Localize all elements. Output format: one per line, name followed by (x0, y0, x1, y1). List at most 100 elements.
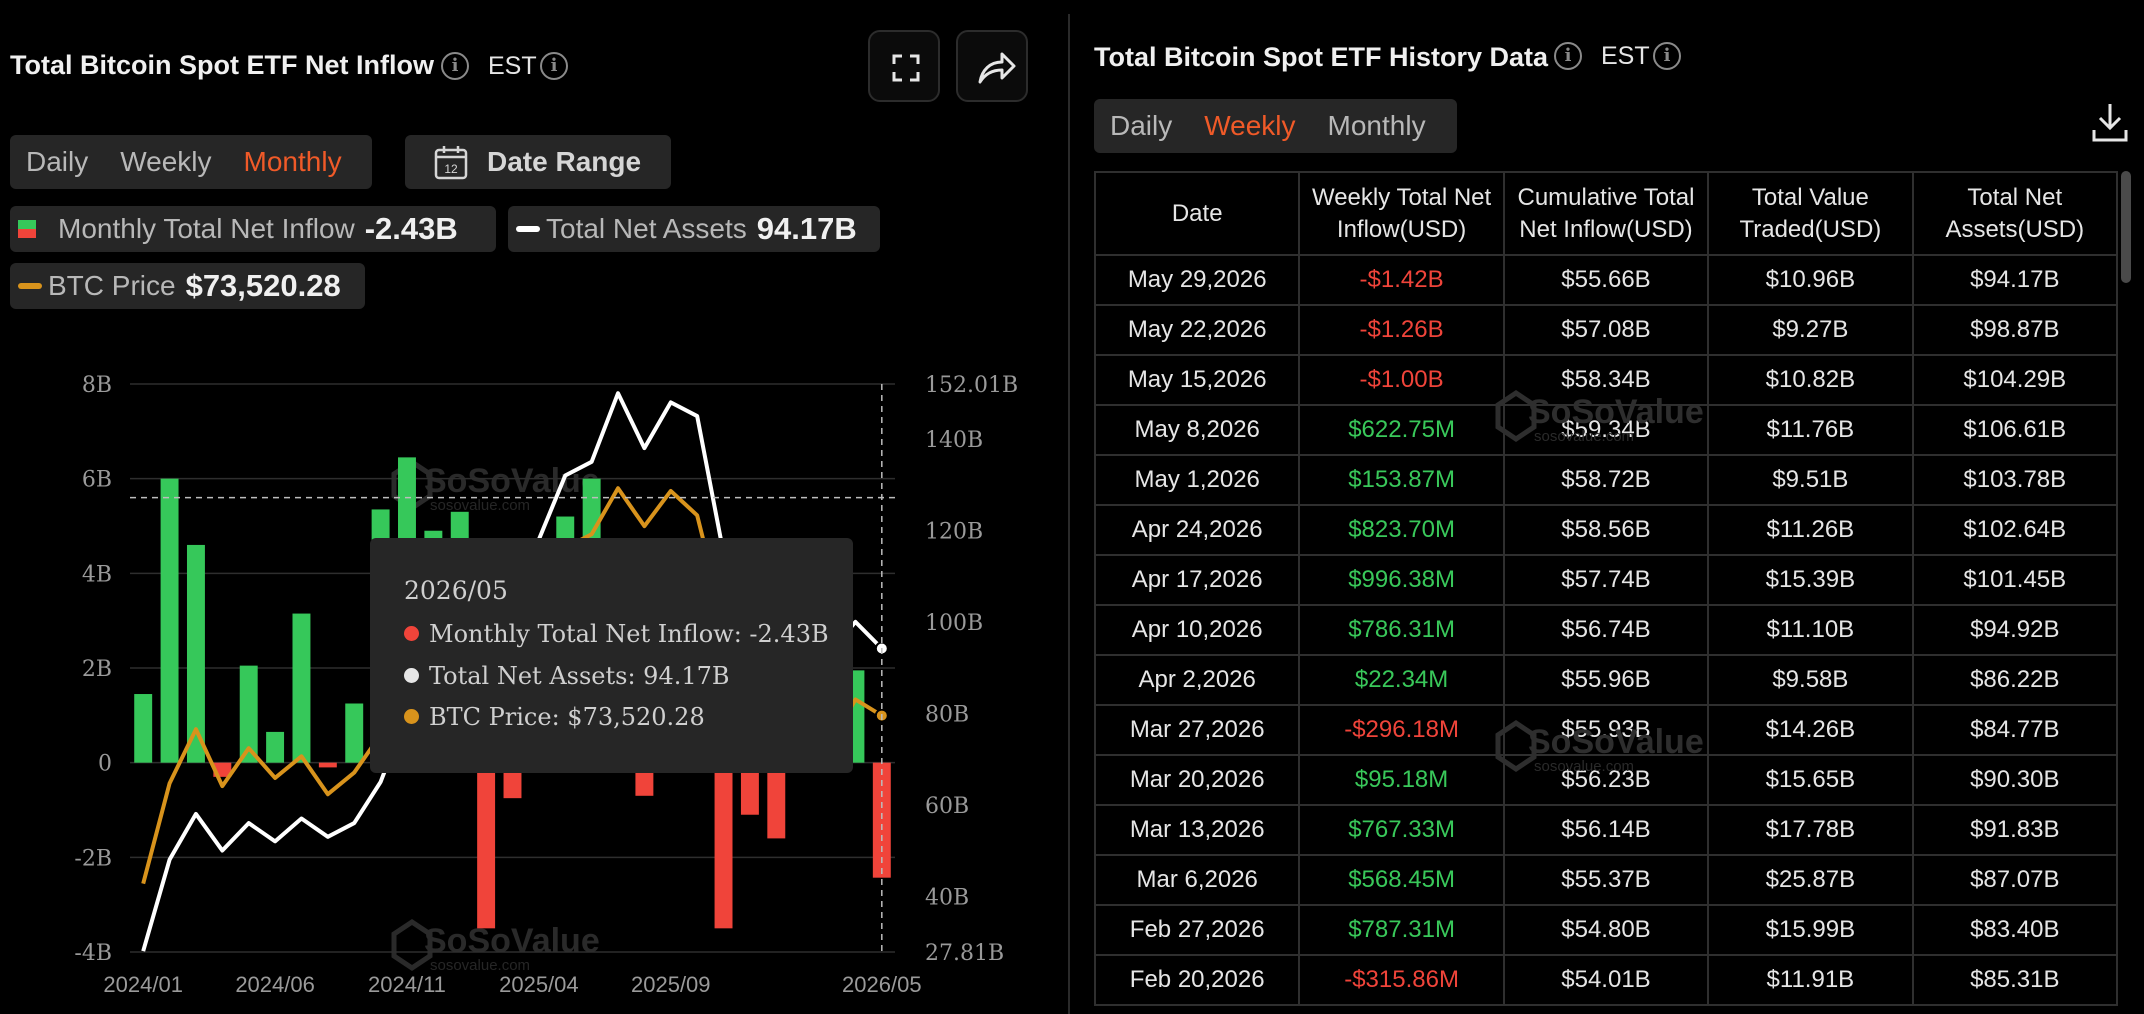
inflow-bar (872, 762, 891, 878)
col-cumulative-inflow[interactable]: Cumulative Total Net Inflow(USD) (1502, 171, 1710, 256)
cell-weekly-inflow: $568.45M (1298, 854, 1505, 906)
history-timezone-info-icon[interactable]: i (1653, 42, 1681, 70)
table-row: Feb 20,2026 -$315.86M $54.01B $11.91B $85.31… (1093, 954, 2119, 1006)
legend-assets-name: Total Net Assets (546, 213, 747, 244)
table-scrollbar[interactable] (2120, 171, 2132, 1014)
cell-value-traded: $17.78B (1707, 804, 1914, 856)
cell-value-traded: $25.87B (1707, 854, 1914, 906)
col-value-traded[interactable]: Total Value Traded(USD) (1707, 171, 1914, 256)
y-right-tick-label: 60B (925, 794, 969, 819)
y-left-tick-label: 2B (82, 657, 112, 682)
cell-cumulative-inflow: $54.01B (1502, 954, 1710, 1006)
x-tick-label: 2024/01 (103, 972, 183, 997)
cell-cumulative-inflow: $56.14B (1502, 804, 1710, 856)
cell-weekly-inflow: $787.31M (1298, 904, 1505, 956)
cell-value-traded: $9.51B (1707, 454, 1914, 506)
watermark-text: SoSoValue (424, 462, 600, 500)
cell-cumulative-inflow: $56.74B (1502, 604, 1710, 656)
table-row: May 29,2026 -$1.42B $55.66B $10.96B $94.17B (1093, 254, 2119, 306)
inflow-bar (477, 762, 496, 929)
inflow-bar (239, 665, 258, 763)
chart-tooltip: 2026/05 Monthly Total Net Inflow: -2.43B… (370, 538, 853, 773)
col-date[interactable]: Date (1093, 171, 1301, 256)
legend-assets[interactable]: Total Net Assets 94.17B (508, 206, 880, 252)
timezone-info-icon[interactable]: i (540, 52, 568, 80)
y-right-tick-label: 120B (925, 519, 983, 544)
cell-value-traded: $11.10B (1707, 604, 1914, 656)
history-tab-monthly[interactable]: Monthly (1327, 110, 1426, 141)
cell-value-traded: $9.27B (1707, 304, 1914, 356)
legend-inflow[interactable]: Monthly Total Net Inflow -2.43B (10, 206, 496, 252)
cell-value-traded: $11.76B (1707, 404, 1914, 456)
watermark-logo (391, 918, 433, 972)
cell-net-assets: $101.45B (1911, 554, 2119, 606)
panel-title: Total Bitcoin Spot ETF Net Inflow (10, 50, 434, 80)
cell-weekly-inflow: -$1.26B (1298, 304, 1505, 356)
cell-net-assets: $98.87B (1911, 304, 2119, 356)
y-left-tick-label: 0 (98, 752, 112, 777)
history-period-tabs: Daily Weekly Monthly (1094, 99, 1457, 153)
legend-btc-value: $73,520.28 (185, 268, 341, 303)
cell-net-assets: $86.22B (1911, 654, 2119, 706)
cell-weekly-inflow: -$1.42B (1298, 254, 1505, 306)
history-tab-weekly[interactable]: Weekly (1204, 110, 1296, 141)
tooltip-assets-text: Total Net Assets: 94.17B (429, 662, 730, 690)
cell-cumulative-inflow: $56.23B (1502, 754, 1710, 806)
calendar-day: 12 (444, 162, 458, 176)
cell-value-traded: $14.26B (1707, 704, 1914, 756)
col-weekly-inflow[interactable]: Weekly Total Net Inflow(USD) (1298, 171, 1505, 256)
inflow-legend-icon (18, 220, 36, 238)
info-icon[interactable]: i (441, 52, 469, 80)
cell-cumulative-inflow: $57.08B (1502, 304, 1710, 356)
cell-date: Apr 17,2026 (1093, 554, 1301, 606)
legend-btc[interactable]: BTC Price $73,520.28 (10, 263, 365, 309)
share-icon (978, 52, 1016, 84)
cell-value-traded: $10.96B (1707, 254, 1914, 306)
cell-cumulative-inflow: $55.96B (1502, 654, 1710, 706)
inflow-bar (292, 613, 311, 763)
cell-date: Mar 13,2026 (1093, 804, 1301, 856)
cell-cumulative-inflow: $58.72B (1502, 454, 1710, 506)
cell-weekly-inflow: $996.38M (1298, 554, 1505, 606)
download-icon[interactable] (2090, 100, 2130, 144)
inflow-bar (160, 478, 179, 763)
fullscreen-button[interactable] (868, 30, 940, 102)
cell-net-assets: $91.83B (1911, 804, 2119, 856)
tab-monthly[interactable]: Monthly (243, 146, 342, 177)
cell-weekly-inflow: $767.33M (1298, 804, 1505, 856)
x-tick-label: 2024/06 (235, 972, 315, 997)
y-left-tick-label: -4B (74, 941, 112, 966)
table-scrollbar-thumb[interactable] (2121, 171, 2131, 283)
watermark-text: SoSoValue (424, 922, 600, 960)
table-row: Apr 10,2026 $786.31M $56.74B $11.10B $94.92B (1093, 604, 2119, 656)
date-range-button[interactable]: 12 Date Range (405, 135, 671, 189)
cell-weekly-inflow: $823.70M (1298, 504, 1505, 556)
y-right-tick-label: 27.81B (925, 941, 1004, 966)
cell-cumulative-inflow: $58.56B (1502, 504, 1710, 556)
share-button[interactable] (956, 30, 1028, 102)
history-info-icon[interactable]: i (1554, 42, 1582, 70)
fullscreen-icon (892, 54, 920, 82)
col-net-assets[interactable]: Total Net Assets(USD) (1911, 171, 2119, 256)
tab-daily[interactable]: Daily (26, 146, 89, 177)
cell-weekly-inflow: -$315.86M (1298, 954, 1505, 1006)
cell-net-assets: $94.92B (1911, 604, 2119, 656)
history-tab-daily[interactable]: Daily (1110, 110, 1173, 141)
tooltip-inflow: Monthly Total Net Inflow: -2.43B (404, 620, 829, 648)
cell-net-assets: $106.61B (1911, 404, 2119, 456)
cell-net-assets: $87.07B (1911, 854, 2119, 906)
table-row: Mar 6,2026 $568.45M $55.37B $25.87B $87.07B (1093, 854, 2119, 906)
legend-inflow-value: -2.43B (364, 211, 458, 246)
x-tick-label: 2025/09 (631, 972, 711, 997)
table-row: May 15,2026 -$1.00B $58.34B $10.82B $104.29B (1093, 354, 2119, 406)
cell-weekly-inflow: -$1.00B (1298, 354, 1505, 406)
y-right-tick-label: 152.01B (925, 373, 1018, 398)
cell-cumulative-inflow: $54.80B (1502, 904, 1710, 956)
inflow-bar (345, 703, 364, 763)
table-row: Mar 27,2026 -$296.18M $55.93B $14.26B $84.77… (1093, 704, 2119, 756)
table-row: Apr 24,2026 $823.70M $58.56B $11.26B $102.64… (1093, 504, 2119, 556)
tab-weekly[interactable]: Weekly (120, 146, 212, 177)
table-row: May 1,2026 $153.87M $58.72B $9.51B $103.78B (1093, 454, 2119, 506)
cell-date: Apr 2,2026 (1093, 654, 1301, 706)
tooltip-assets-dot (404, 668, 419, 683)
